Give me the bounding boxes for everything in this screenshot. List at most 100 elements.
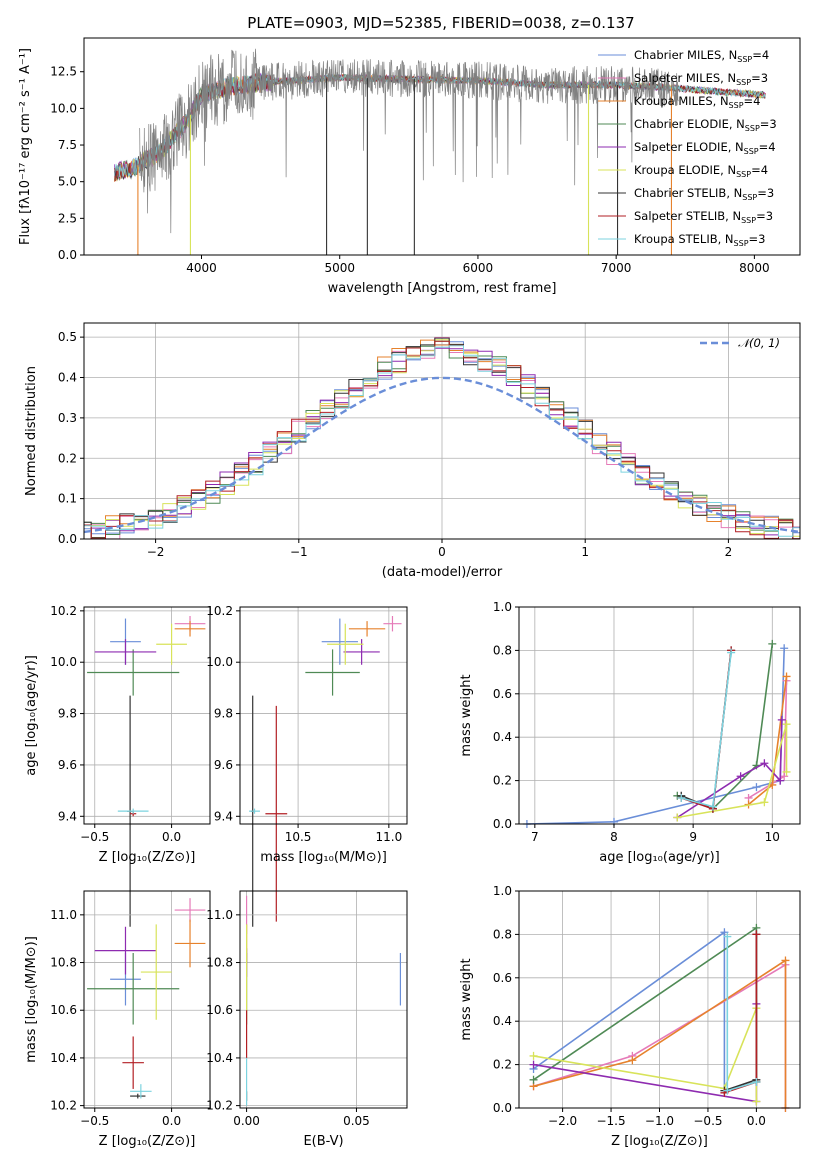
y-tick-label: 10.2 <box>206 1099 233 1113</box>
y-tick-label: 0.4 <box>58 371 77 385</box>
plot-area <box>529 923 790 1112</box>
errorbar-kroupa_elodie <box>156 623 187 665</box>
x-tick-label: 10 <box>765 830 780 844</box>
panel-age_vs_z: −0.5 0.0 9.4 9.6 9.8 10.0 10.2 Z [log₁₀(Z/Z⊙)] a… <box>24 604 211 927</box>
x-axis-label: mass [log₁₀(M/M⊙)] <box>260 850 387 865</box>
errorbar-kroupa_miles <box>174 621 206 637</box>
errorbar-salpeter_elodie <box>94 926 157 975</box>
axes-frame <box>518 890 801 1109</box>
y-tick-label: 0.6 <box>493 687 512 701</box>
x-tick-label: −0.5 <box>80 1114 109 1128</box>
errorbar-kroupa_miles <box>348 621 386 637</box>
legend-label: 𝒩(0, 1) <box>738 336 780 350</box>
grid <box>240 607 407 824</box>
point-marker <box>768 639 777 648</box>
y-tick-label: 0.8 <box>493 643 512 657</box>
y-tick-label: 11.0 <box>50 908 77 922</box>
y-tick-label: 10.0 <box>50 655 77 669</box>
y-tick-label: 0.4 <box>493 1014 512 1028</box>
y-tick-label: 0.0 <box>493 817 512 831</box>
point-marker <box>752 1097 761 1106</box>
y-tick-label: 1.0 <box>493 884 512 898</box>
legend-label: Chabrier MILES, NSSP=4 <box>634 48 769 64</box>
point-marker <box>780 644 789 653</box>
y-axis-label: mass weight <box>459 958 474 1040</box>
errorbar-chabrier_stelib <box>130 1093 146 1099</box>
y-tick-label: 10.6 <box>206 1003 233 1017</box>
x-tick-label: 8 <box>610 830 618 844</box>
legend-label: Kroupa ELODIE, NSSP=4 <box>634 163 768 179</box>
x-tick-label: −2.0 <box>548 1114 577 1128</box>
point-marker <box>760 759 769 768</box>
y-tick-label: 10.4 <box>206 1051 233 1065</box>
axes-frame <box>239 890 408 1109</box>
series-line-salpeter_stelib <box>681 650 732 810</box>
x-tick-label: 11.0 <box>375 830 402 844</box>
point-marker <box>777 715 786 724</box>
plot-area <box>84 337 800 539</box>
hist-kroupa_elodie <box>84 339 800 539</box>
series-line-chabrier_stelib <box>724 934 758 1092</box>
plot-area <box>114 48 766 255</box>
plot-area <box>87 898 206 1099</box>
legend-label: Kroupa STELIB, NSSP=3 <box>634 232 765 248</box>
y-tick-label: 0.0 <box>58 248 77 262</box>
errorbar-kroupa_stelib <box>249 808 260 814</box>
plot-area <box>87 615 206 927</box>
x-axis-label: Z [log₁₀(Z/Z⊙)] <box>611 1134 708 1149</box>
y-tick-label: 0.0 <box>58 532 77 546</box>
errorbar-salpeter_miles <box>383 615 402 632</box>
y-tick-label: 0.3 <box>58 411 77 425</box>
y-tick-label: 5.0 <box>58 175 77 189</box>
x-tick-label: −1 <box>290 545 308 559</box>
series-line-chabrier_stelib <box>680 650 732 810</box>
errorbar-salpeter_elodie <box>343 639 380 665</box>
y-axis-label: mass weight <box>459 674 474 756</box>
x-tick-label: −1.0 <box>645 1114 674 1128</box>
point-marker <box>723 1086 732 1095</box>
spectrum-lines <box>114 48 766 255</box>
series-line-chabrier_elodie <box>533 926 758 1082</box>
x-tick-label: 0 <box>438 545 446 559</box>
x-tick-label: 0.0 <box>162 830 181 844</box>
y-tick-label: 0.6 <box>493 971 512 985</box>
axes-frame <box>83 322 801 540</box>
x-tick-label: 5000 <box>324 261 355 275</box>
grid <box>84 607 210 824</box>
x-tick-label: 7 <box>531 830 539 844</box>
point-marker <box>529 1051 538 1060</box>
legend-label: Chabrier STELIB, NSSP=3 <box>634 186 774 202</box>
grid <box>519 890 800 1109</box>
errorbar-chabrier_miles <box>321 618 358 665</box>
point-marker <box>782 720 791 729</box>
panel-age_vs_mass: 10.5 11.0 9.4 9.6 9.8 10.0 10.2 mass [log₁₀(M/M… <box>206 604 408 927</box>
errorbar-salpeter_stelib <box>265 705 288 922</box>
figure-title: PLATE=0903, MJD=52385, FIBERID=0038, z=0… <box>247 14 634 32</box>
series-line-salpeter_stelib <box>724 934 758 1094</box>
point-marker <box>781 956 790 965</box>
y-tick-label: 11.0 <box>206 908 233 922</box>
point-marker <box>760 798 769 807</box>
x-tick-label: 0.0 <box>747 1114 766 1128</box>
plot-area <box>522 639 791 828</box>
grid <box>240 891 407 1108</box>
axes-frame <box>83 37 801 256</box>
y-tick-label: 0.8 <box>493 927 512 941</box>
panel-mass_weight_vs_z: −2.0 −1.5 −1.0 −0.5 0.0 0.0 0.2 0.4 0.6 0.8 1.0 Z [… <box>459 884 801 1149</box>
panel-mass_weight_vs_age: 7 8 9 10 0.0 0.2 0.4 0.6 0.8 1.0 age [log₁₀(age/yr… <box>459 600 801 865</box>
x-tick-label: −1.5 <box>596 1114 625 1128</box>
y-tick-label: 0.2 <box>493 774 512 788</box>
point-marker <box>720 928 729 937</box>
point-marker <box>782 767 791 776</box>
x-tick-label: 10.5 <box>285 830 312 844</box>
axes-frame <box>83 890 211 1109</box>
errorbar-kroupa_stelib <box>130 1084 152 1099</box>
y-axis-label: mass [log₁₀(M/M⊙)] <box>24 936 39 1063</box>
histograms <box>84 337 800 539</box>
y-axis-label: Flux [fλ10⁻¹⁷ erg cm⁻² s⁻¹ A⁻¹] <box>18 48 33 245</box>
point-marker <box>782 672 791 681</box>
y-tick-label: 10.0 <box>50 101 77 115</box>
y-tick-label: 0.2 <box>58 451 77 465</box>
y-tick-label: 9.8 <box>214 707 233 721</box>
